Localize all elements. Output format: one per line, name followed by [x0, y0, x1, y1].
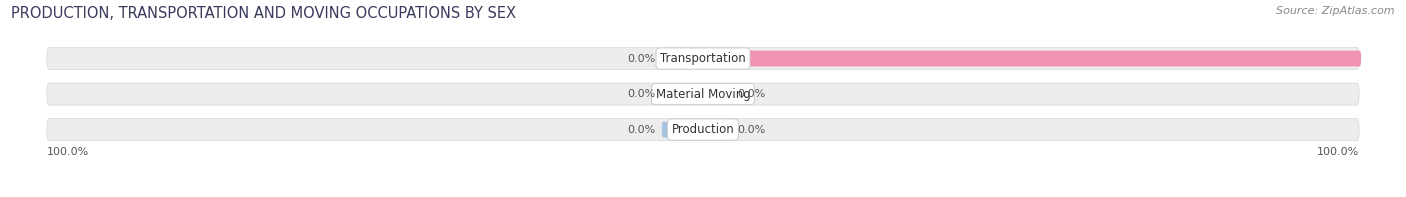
FancyBboxPatch shape [662, 86, 702, 102]
Text: PRODUCTION, TRANSPORTATION AND MOVING OCCUPATIONS BY SEX: PRODUCTION, TRANSPORTATION AND MOVING OC… [11, 6, 516, 21]
Text: Source: ZipAtlas.com: Source: ZipAtlas.com [1277, 6, 1395, 16]
Text: 100.0%: 100.0% [1368, 54, 1406, 64]
FancyBboxPatch shape [662, 51, 702, 66]
Text: 0.0%: 0.0% [737, 89, 765, 99]
Text: 0.0%: 0.0% [627, 89, 655, 99]
FancyBboxPatch shape [662, 122, 702, 138]
Text: 0.0%: 0.0% [627, 125, 655, 135]
FancyBboxPatch shape [704, 86, 731, 102]
FancyBboxPatch shape [704, 51, 1361, 66]
Text: 100.0%: 100.0% [46, 147, 89, 157]
Text: 0.0%: 0.0% [627, 54, 655, 64]
FancyBboxPatch shape [46, 83, 1360, 105]
Text: 0.0%: 0.0% [737, 125, 765, 135]
Text: Transportation: Transportation [661, 52, 745, 65]
Text: Production: Production [672, 123, 734, 136]
FancyBboxPatch shape [46, 119, 1360, 141]
Text: 100.0%: 100.0% [1317, 147, 1360, 157]
Text: Material Moving: Material Moving [655, 87, 751, 100]
FancyBboxPatch shape [46, 47, 1360, 70]
FancyBboxPatch shape [704, 122, 731, 138]
